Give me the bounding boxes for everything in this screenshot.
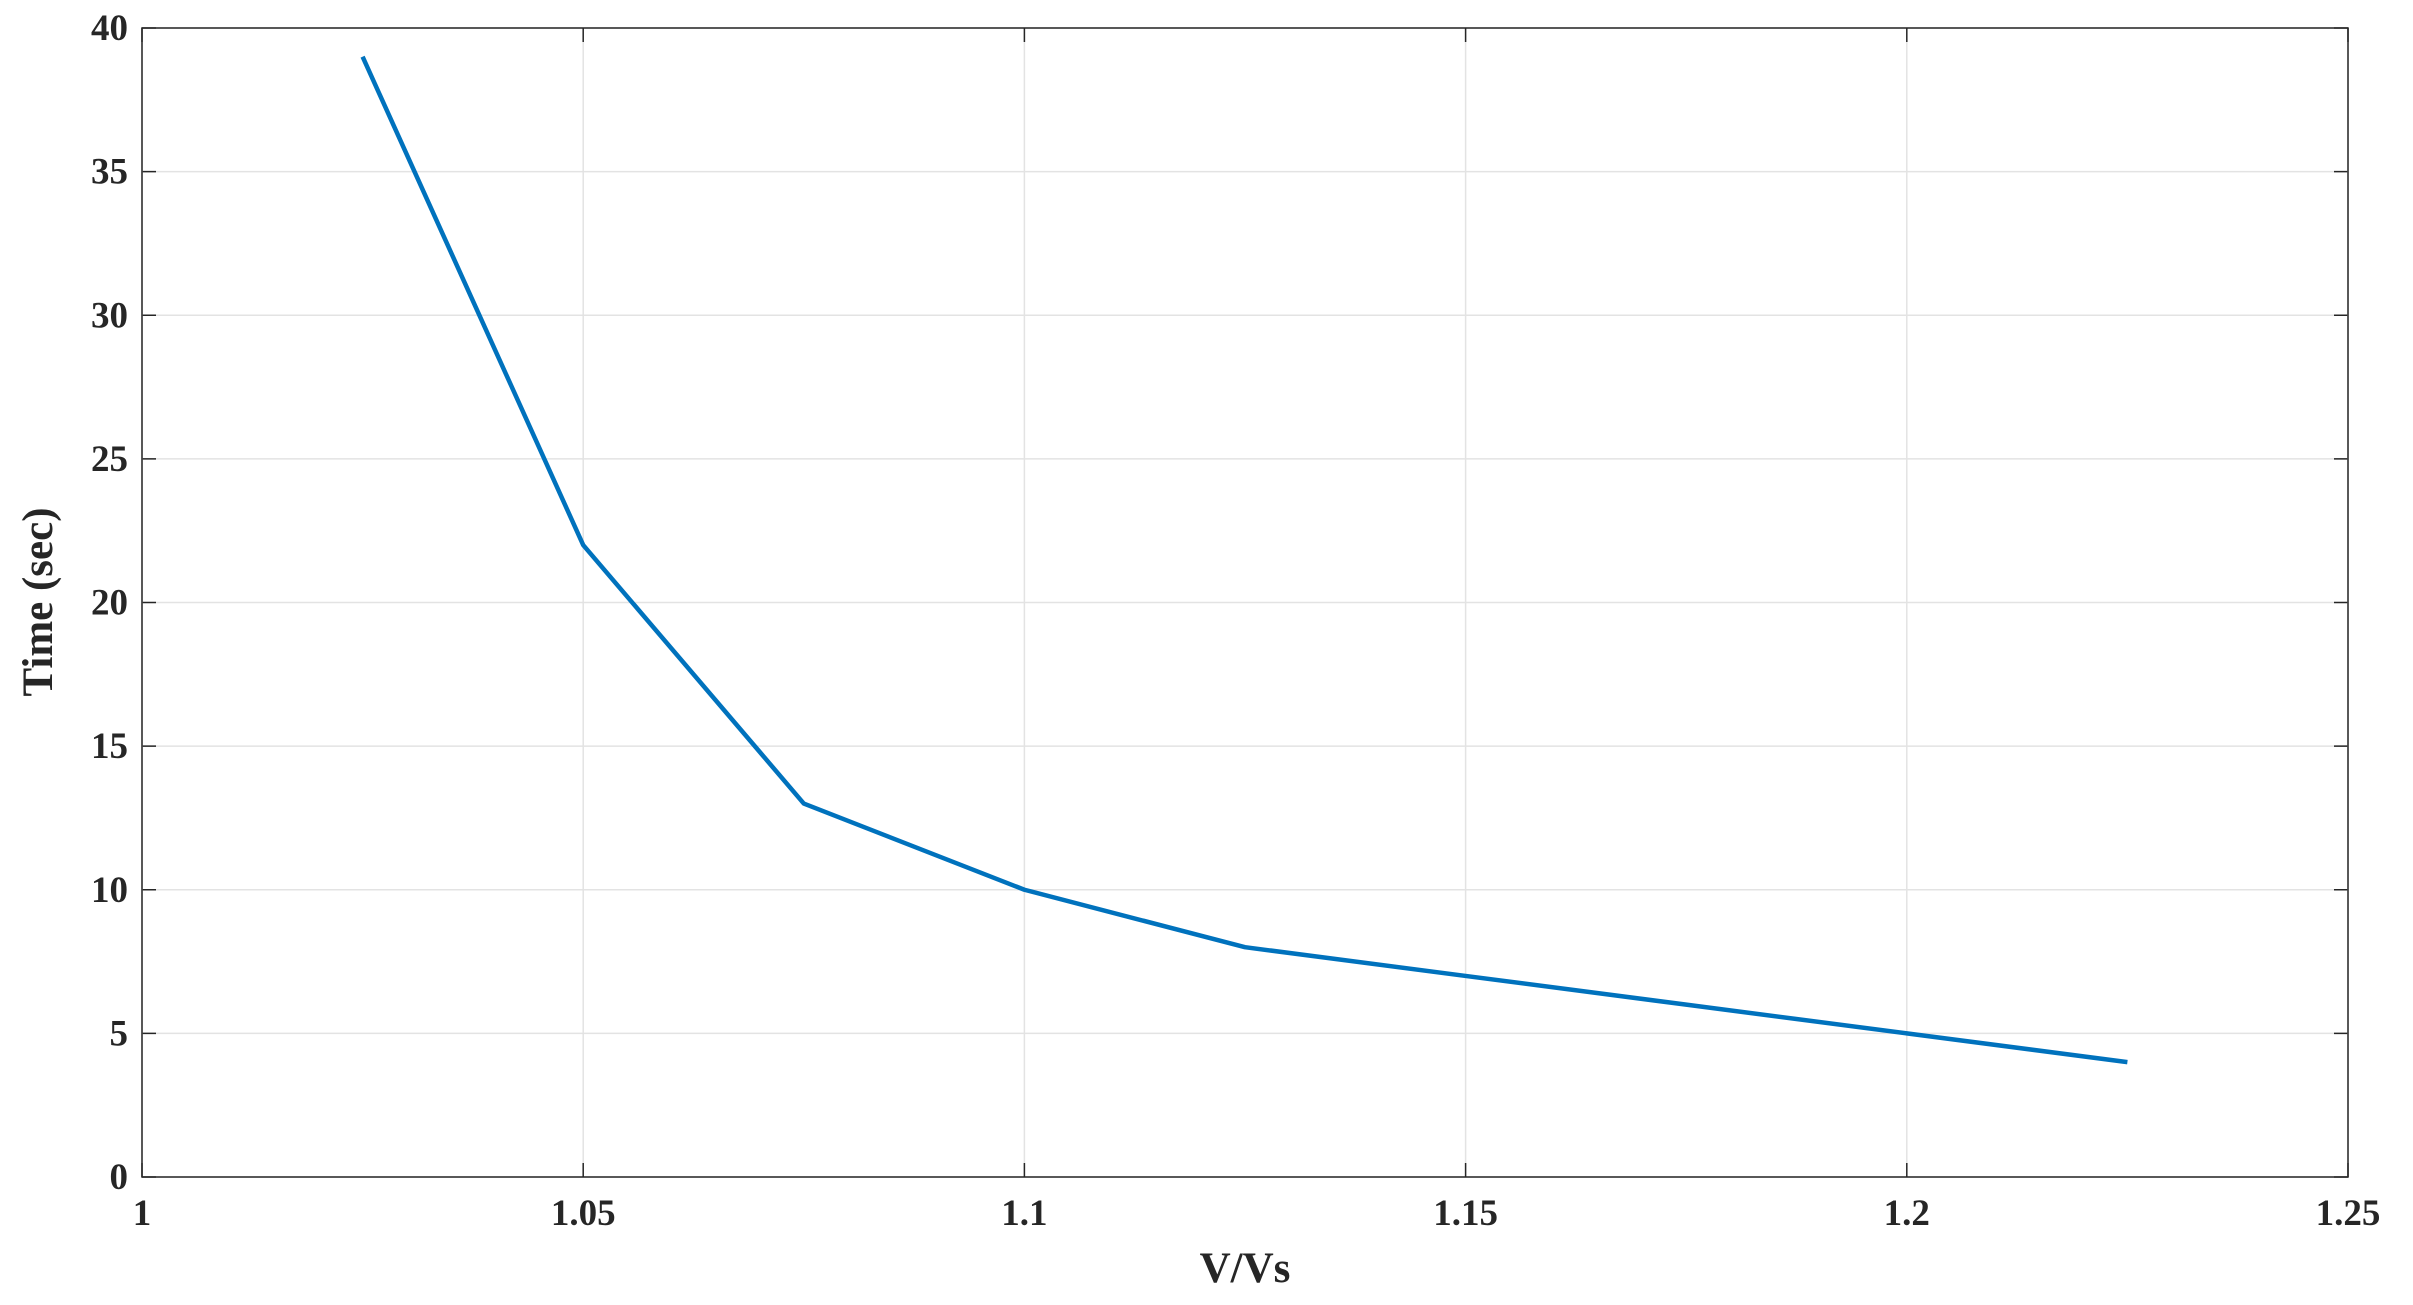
y-tick-label: 30	[91, 295, 128, 336]
y-axis-label: Time (sec)	[15, 507, 62, 696]
y-tick-label: 20	[91, 583, 128, 624]
x-tick-label: 1	[133, 1193, 152, 1234]
x-tick-label: 1.15	[1433, 1193, 1498, 1234]
y-tick-label: 15	[91, 726, 128, 767]
y-tick-label: 0	[110, 1157, 129, 1198]
y-tick-label: 35	[91, 152, 128, 193]
y-tick-label: 25	[91, 439, 128, 480]
x-tick-label: 1.05	[551, 1193, 616, 1234]
y-tick-label: 10	[91, 870, 128, 911]
x-tick-label: 1.25	[2316, 1193, 2381, 1234]
x-tick-label: 1.2	[1884, 1193, 1930, 1234]
x-axis-label: V/Vs	[1200, 1245, 1291, 1292]
x-tick-label: 1.1	[1001, 1193, 1047, 1234]
data-line	[360, 55, 2128, 1065]
y-tick-label: 40	[91, 8, 128, 49]
plot-frame	[141, 27, 2349, 1178]
y-tick-label: 5	[110, 1013, 129, 1054]
